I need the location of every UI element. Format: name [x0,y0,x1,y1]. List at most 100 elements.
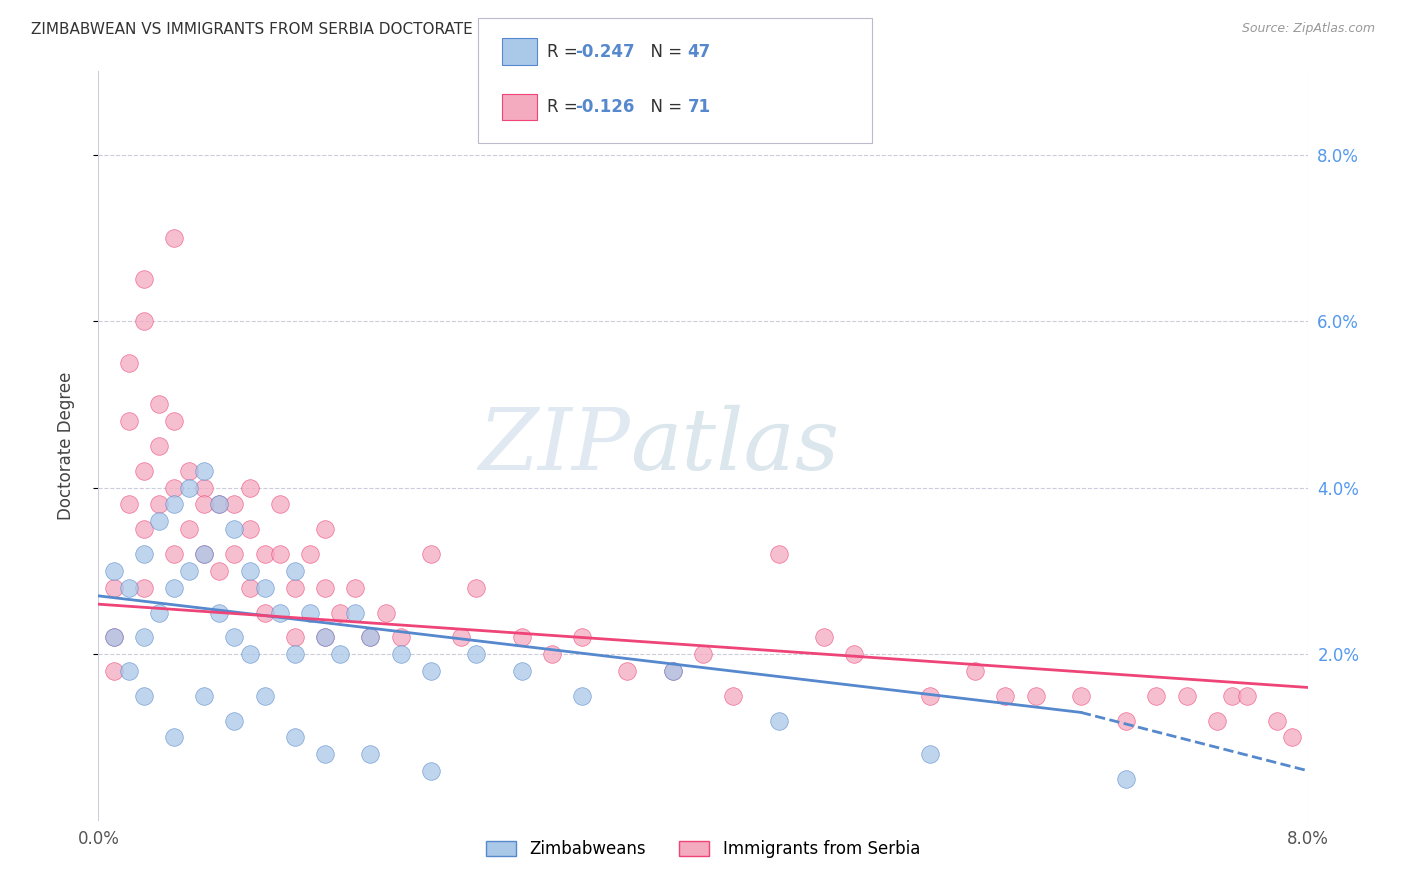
Point [1070,689,1092,703]
Point [1175,689,1198,703]
Point [163,414,186,428]
Point [1281,731,1303,745]
Point [389,631,412,645]
Point [118,356,141,370]
Point [1115,714,1137,728]
Point [103,631,125,645]
Text: ZIMBABWEAN VS IMMIGRANTS FROM SERBIA DOCTORATE DEGREE CORRELATION CHART: ZIMBABWEAN VS IMMIGRANTS FROM SERBIA DOC… [31,22,710,37]
Text: -0.126: -0.126 [575,98,634,116]
Point [965,664,987,678]
Text: 47: 47 [688,43,711,61]
Point [314,522,336,536]
Point [179,464,201,478]
Text: N =: N = [640,43,688,61]
Point [132,631,155,645]
Point [118,414,141,428]
Point [269,606,291,620]
Point [374,606,396,620]
Point [132,547,155,561]
Point [314,631,336,645]
Point [1267,714,1289,728]
Point [918,689,941,703]
Point [510,664,533,678]
Point [420,547,443,561]
Point [465,581,488,595]
Point [1220,689,1243,703]
Point [179,522,201,536]
Point [193,497,215,511]
Point [193,464,215,478]
Point [179,564,201,578]
Point [616,664,638,678]
Point [692,647,714,661]
Point [148,397,170,411]
Point [284,564,307,578]
Point [299,606,322,620]
Point [148,606,170,620]
Point [918,747,941,761]
Point [253,606,276,620]
Point [389,647,412,661]
Point [284,631,307,645]
Point [118,581,141,595]
Point [813,631,835,645]
Point [208,606,231,620]
Point [420,664,443,678]
Point [163,231,186,245]
Point [163,731,186,745]
Point [103,664,125,678]
Point [163,481,186,495]
Point [314,747,336,761]
Point [132,689,155,703]
Point [239,564,262,578]
Point [284,647,307,661]
Text: ZIP: ZIP [478,405,630,487]
Point [224,714,246,728]
Point [253,689,276,703]
Point [510,631,533,645]
Point [723,689,745,703]
Point [1206,714,1229,728]
Point [224,631,246,645]
Point [193,689,215,703]
Point [329,647,352,661]
Point [239,581,262,595]
Point [118,664,141,678]
Point [208,564,231,578]
Text: R =: R = [547,98,583,116]
Point [208,497,231,511]
Text: N =: N = [640,98,688,116]
Point [239,647,262,661]
Text: 71: 71 [688,98,710,116]
Point [269,497,291,511]
Point [1115,772,1137,786]
Point [163,497,186,511]
Point [344,606,367,620]
Point [360,747,382,761]
Point [360,631,382,645]
Point [253,581,276,595]
Point [163,581,186,595]
Point [768,547,790,561]
Text: atlas: atlas [630,405,839,487]
Point [661,664,683,678]
Point [193,547,215,561]
Text: R =: R = [547,43,583,61]
Point [465,647,488,661]
Point [239,481,262,495]
Point [344,581,367,595]
Point [193,481,215,495]
Point [768,714,790,728]
Legend: Zimbabweans, Immigrants from Serbia: Zimbabweans, Immigrants from Serbia [479,833,927,864]
Point [269,547,291,561]
Point [1236,689,1258,703]
Point [1146,689,1168,703]
Point [314,631,336,645]
Point [103,631,125,645]
Point [132,272,155,286]
Point [224,497,246,511]
Point [224,522,246,536]
Point [284,581,307,595]
Point [224,547,246,561]
Point [103,581,125,595]
